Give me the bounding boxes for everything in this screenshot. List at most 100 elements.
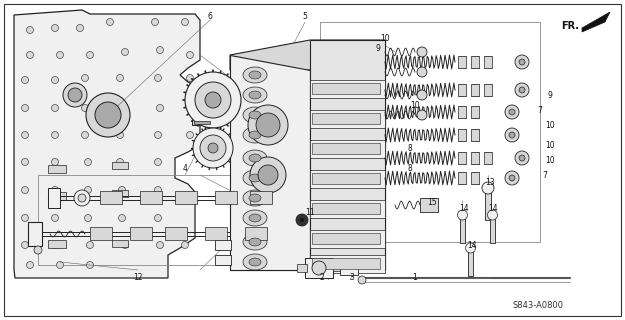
Ellipse shape [249, 214, 261, 222]
Text: 8: 8 [408, 164, 412, 172]
Ellipse shape [243, 150, 267, 166]
Circle shape [21, 105, 29, 111]
Circle shape [86, 261, 94, 268]
Bar [320, 22, 540, 242]
Circle shape [51, 214, 59, 221]
Text: 12: 12 [133, 273, 142, 282]
Bar [310, 110, 385, 128]
Circle shape [151, 19, 159, 26]
Circle shape [185, 72, 241, 128]
Circle shape [509, 109, 515, 115]
Ellipse shape [243, 170, 267, 186]
Bar [460, 215, 465, 243]
Bar [48, 165, 66, 173]
Bar [471, 152, 479, 164]
Bar [458, 56, 466, 68]
Bar [205, 227, 227, 240]
Circle shape [21, 132, 29, 139]
Circle shape [84, 158, 91, 165]
Circle shape [505, 128, 519, 142]
Bar [28, 222, 42, 246]
Ellipse shape [249, 91, 261, 99]
Circle shape [119, 214, 126, 221]
Ellipse shape [249, 238, 261, 246]
Text: 14: 14 [488, 204, 498, 212]
Bar [297, 264, 307, 272]
Circle shape [51, 105, 59, 111]
Circle shape [26, 261, 34, 268]
Bar [458, 152, 466, 164]
Bar [333, 266, 345, 271]
Bar [310, 230, 385, 248]
Bar [245, 227, 267, 240]
Bar [312, 83, 380, 94]
Bar [458, 129, 466, 141]
Circle shape [509, 175, 515, 181]
Circle shape [121, 49, 129, 55]
Bar [420, 198, 438, 212]
Circle shape [417, 47, 427, 57]
Circle shape [193, 128, 233, 168]
Bar [175, 191, 197, 204]
Bar [215, 191, 237, 204]
Circle shape [181, 19, 189, 26]
Circle shape [458, 210, 468, 220]
Text: 2: 2 [319, 274, 324, 283]
Circle shape [154, 214, 161, 221]
Text: 10: 10 [545, 156, 555, 164]
Ellipse shape [249, 111, 261, 119]
Bar [340, 260, 358, 275]
Circle shape [81, 75, 89, 82]
Text: 7: 7 [542, 171, 548, 180]
Bar [310, 80, 385, 98]
Circle shape [26, 27, 34, 34]
Circle shape [21, 158, 29, 165]
Ellipse shape [249, 258, 261, 266]
Text: 11: 11 [305, 207, 315, 217]
Bar [458, 84, 466, 96]
Bar [490, 215, 495, 243]
Bar [38, 175, 328, 265]
Bar [312, 113, 380, 124]
Circle shape [116, 158, 124, 165]
Circle shape [154, 132, 161, 139]
Text: 13: 13 [485, 178, 495, 187]
Circle shape [51, 158, 59, 165]
Circle shape [116, 105, 124, 111]
Bar [312, 143, 380, 154]
Bar [458, 172, 466, 184]
Text: 1: 1 [412, 274, 418, 283]
Circle shape [106, 19, 114, 26]
Bar [305, 258, 333, 278]
Bar [215, 255, 231, 265]
Bar [194, 121, 210, 124]
Ellipse shape [243, 210, 267, 226]
Circle shape [417, 90, 427, 100]
Bar [310, 140, 385, 158]
Circle shape [250, 157, 286, 193]
Circle shape [84, 214, 91, 221]
Circle shape [86, 242, 94, 249]
Bar [310, 200, 385, 218]
Ellipse shape [243, 67, 267, 83]
Circle shape [186, 105, 194, 111]
Bar [140, 191, 162, 204]
Bar [215, 240, 231, 250]
Text: 10: 10 [410, 100, 420, 109]
Text: 10: 10 [545, 121, 555, 130]
Circle shape [51, 187, 59, 194]
Bar [471, 129, 479, 141]
Circle shape [86, 52, 94, 59]
Text: 14: 14 [459, 204, 469, 212]
Bar [130, 227, 152, 240]
Circle shape [417, 110, 427, 120]
Circle shape [21, 214, 29, 221]
Polygon shape [310, 40, 385, 270]
Ellipse shape [249, 194, 261, 202]
Bar [468, 248, 473, 276]
Bar [485, 188, 491, 220]
Circle shape [519, 87, 525, 93]
Bar [90, 227, 112, 240]
Bar [484, 56, 492, 68]
Circle shape [119, 187, 126, 194]
